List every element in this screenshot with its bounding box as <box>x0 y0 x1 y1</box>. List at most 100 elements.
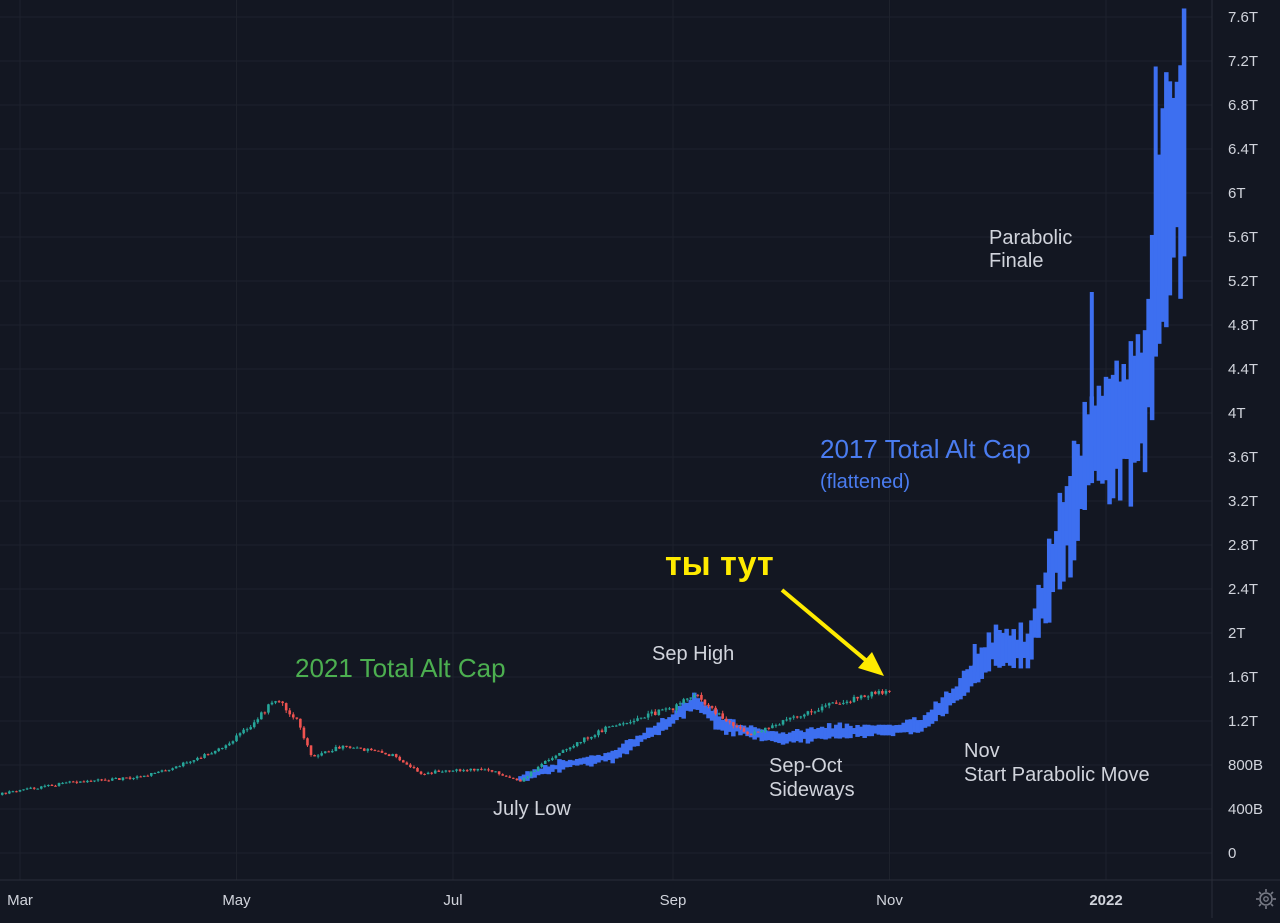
candle-body <box>757 732 760 733</box>
candle-body <box>8 791 11 793</box>
candle-body <box>824 705 827 706</box>
candle-body <box>104 780 107 781</box>
y-tick-label: 1.6T <box>1228 669 1258 686</box>
x-tick-label: Jul <box>443 892 462 909</box>
candle-body <box>44 786 47 787</box>
candle-body <box>714 708 717 714</box>
candle-body <box>484 769 487 770</box>
sep-oct-label-line1: Sep-Oct <box>769 755 843 777</box>
candle-body <box>168 770 171 771</box>
candle-body <box>203 754 206 758</box>
candle-body <box>548 760 551 761</box>
y-tick-label: 6.4T <box>1228 141 1258 158</box>
candle-body <box>778 725 781 726</box>
sep-oct-label-line2: Sideways <box>769 779 855 801</box>
candle-body <box>618 724 621 726</box>
candle-body <box>217 748 220 750</box>
x-tick-label: May <box>222 892 251 909</box>
candle-body <box>665 709 668 710</box>
candle-body <box>296 717 299 718</box>
candle-body <box>569 748 572 750</box>
candle-body <box>146 776 149 777</box>
candle-body <box>377 751 380 752</box>
candle-body <box>689 697 692 698</box>
y-tick-label: 3.2T <box>1228 493 1258 510</box>
y-tick-label: 400B <box>1228 801 1263 818</box>
candle-body <box>782 720 785 724</box>
candle-body <box>210 753 213 754</box>
candle-body <box>697 695 700 696</box>
candle-body <box>725 719 728 722</box>
candle-body <box>225 745 228 748</box>
candle-body <box>409 765 412 767</box>
candle-body <box>83 781 86 782</box>
candle-body <box>473 769 476 771</box>
candle-body <box>856 697 859 699</box>
y-tick-label: 4.4T <box>1228 361 1258 378</box>
candle-body <box>228 743 231 745</box>
legend-2017-sublabel: (flattened) <box>820 471 910 493</box>
candle-body <box>86 781 89 782</box>
y-tick-label: 6.8T <box>1228 97 1258 114</box>
candle-body <box>530 772 533 777</box>
candle-body <box>402 760 405 762</box>
candle-body <box>29 788 32 789</box>
candle-body <box>306 738 309 745</box>
candle-body <box>764 728 767 731</box>
candle-body <box>111 778 114 780</box>
candle-body <box>388 754 391 756</box>
candle-body <box>75 782 78 783</box>
y-tick-label: 5.6T <box>1228 229 1258 246</box>
candle-body <box>427 773 430 774</box>
x-tick-label: Nov <box>876 892 903 909</box>
candle-body <box>175 767 178 769</box>
candle-body <box>686 699 689 700</box>
candle-body <box>182 763 185 767</box>
candle-body <box>491 770 494 772</box>
candle-body <box>40 786 43 788</box>
candle-body <box>796 717 799 718</box>
candle-body <box>398 757 401 760</box>
candle-body <box>462 770 465 771</box>
candle-body <box>469 769 472 771</box>
candle-body <box>785 719 788 720</box>
candle-body <box>526 776 529 778</box>
wick-2017 <box>1154 67 1158 287</box>
candle-body <box>349 747 352 748</box>
candle-body <box>594 735 597 737</box>
candle-body <box>707 705 710 706</box>
candle-body <box>107 780 110 781</box>
candle-body <box>849 702 852 703</box>
candle-body <box>22 789 25 790</box>
candle-body <box>434 771 437 774</box>
candle-body <box>828 703 831 705</box>
candle-body <box>885 691 888 694</box>
candle-body <box>640 718 643 719</box>
candle-body <box>338 747 341 749</box>
wick-2017 <box>973 644 977 672</box>
candle-body <box>264 712 267 713</box>
candle-body <box>12 791 15 792</box>
candle-body <box>870 692 873 697</box>
candle-body <box>661 709 664 710</box>
candle-body <box>384 753 387 754</box>
candle-body <box>19 790 22 791</box>
candle-body <box>54 786 57 787</box>
candle-body <box>51 785 54 786</box>
legend-2017-label: 2017 Total Alt Cap <box>820 434 1031 464</box>
candle-body <box>437 771 440 772</box>
wick-2017 <box>1090 292 1094 446</box>
candle-body <box>704 700 707 705</box>
candle-body <box>200 758 203 759</box>
candle-body <box>452 771 455 772</box>
candle-body <box>608 727 611 728</box>
candle-body <box>604 727 607 732</box>
candle-body <box>682 699 685 703</box>
candle-body <box>136 776 139 778</box>
candle-body <box>143 776 146 777</box>
candle-body <box>494 771 497 772</box>
bar-2017 <box>1182 8 1187 256</box>
candle-body <box>161 770 164 771</box>
candle-body <box>5 793 8 794</box>
